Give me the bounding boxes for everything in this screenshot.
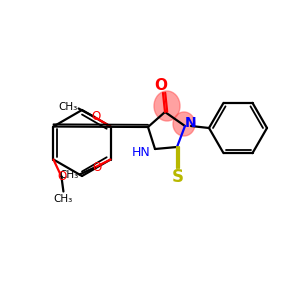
Text: CH₃: CH₃ [59,170,79,181]
Text: O: O [154,77,167,92]
Text: N: N [185,116,197,130]
Text: HN: HN [132,146,150,160]
Text: S: S [172,168,184,186]
Text: O: O [58,170,67,183]
Text: CH₃: CH₃ [58,103,78,112]
Text: CH₃: CH₃ [54,194,73,203]
Ellipse shape [154,91,180,121]
Text: O: O [92,161,101,174]
Ellipse shape [173,112,195,136]
Text: O: O [91,110,100,123]
